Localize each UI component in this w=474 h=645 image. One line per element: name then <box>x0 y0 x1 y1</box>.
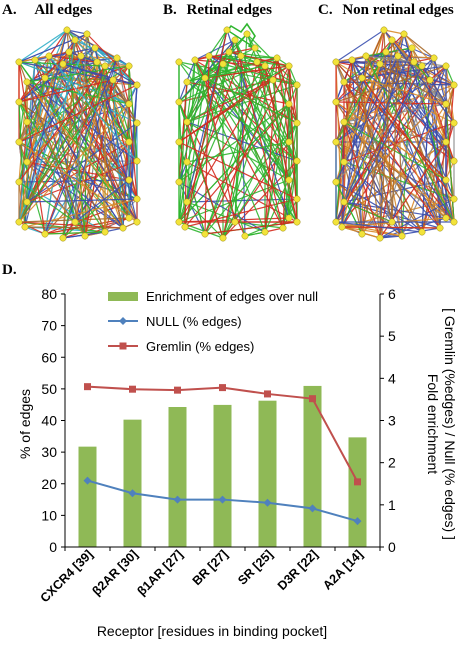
y-tick-label-1: 10 <box>41 507 57 523</box>
null-point-1 <box>128 489 137 498</box>
panel-c-label: C. Non retinal edges <box>318 2 454 19</box>
y-tick-label-5: 50 <box>41 381 57 397</box>
y-tick-label-0: 0 <box>49 539 57 555</box>
enrichment-chart: 0 10 20 30 40 50 60 70 80 0 1 2 3 4 5 6 CXCR4 [39]β2AR [… <box>17 286 458 639</box>
legend-swatch-null-marker <box>119 317 127 325</box>
network-non-retinal-edges-image <box>332 26 458 242</box>
y-tick-label-2: 20 <box>41 476 57 492</box>
x-tick-label-6: A2A [14] <box>320 547 365 592</box>
network-edges <box>18 29 138 239</box>
x-tick-label-2: β1AR [27] <box>134 547 185 598</box>
bar-6 <box>348 437 367 547</box>
y2-axis-label-line2: [ Gremlin (%edges) / Null (% edges) ] <box>442 308 458 540</box>
network-retinal-edges-image <box>175 22 301 242</box>
panel-a-label: A. All edges <box>2 2 92 19</box>
y2-tick-label-6: 6 <box>388 286 396 302</box>
y2-tick-label-1: 1 <box>388 497 396 513</box>
legend-label-bar: Enrichment of edges over null <box>146 289 318 304</box>
y2-tick-label-4: 4 <box>388 370 396 386</box>
gremlin-point-5 <box>309 395 316 403</box>
panel-c-letter: C. <box>318 2 333 18</box>
null-point-4 <box>263 498 272 507</box>
panel-a-letter: A. <box>2 2 17 18</box>
y2-tick-label-2: 2 <box>388 455 396 471</box>
network-nodes <box>15 26 141 242</box>
null-point-0 <box>83 476 92 485</box>
y2-axis-label-line1: Fold enrichment <box>425 374 441 474</box>
gremlin-point-4 <box>264 390 271 398</box>
bar-4 <box>258 400 277 547</box>
y-tick-label-6: 60 <box>41 349 57 365</box>
y-tick-label-3: 30 <box>41 444 57 460</box>
y-tick-label-8: 80 <box>41 286 57 302</box>
legend-swatch-bar <box>108 292 138 301</box>
bar-2 <box>168 407 187 547</box>
y-tick-label-4: 40 <box>41 413 57 429</box>
x-tick-label-3: BR [27] <box>190 547 231 588</box>
panel-b-label: B. Retinal edges <box>163 2 272 19</box>
y2-tick-label-5: 5 <box>388 328 396 344</box>
network-nodes <box>332 26 458 242</box>
chart-legend: Enrichment of edges over null NULL (% edg… <box>108 289 318 354</box>
gremlin-point-6 <box>354 478 361 486</box>
bar-3 <box>213 404 232 547</box>
legend-label-null: NULL (% edges) <box>146 314 242 329</box>
null-point-3 <box>218 495 227 504</box>
null-point-6 <box>353 517 362 526</box>
panel-c-title: Non retinal edges <box>342 2 454 18</box>
gremlin-point-3 <box>219 384 226 392</box>
x-axis-label: Receptor [residues in binding pocket] <box>97 623 327 639</box>
panel-b-title: Retinal edges <box>186 2 272 18</box>
y2-tick-label-3: 3 <box>388 413 396 429</box>
panel-a-title: All edges <box>34 2 93 18</box>
null-point-5 <box>308 504 317 513</box>
panel-d-label: D. <box>2 262 17 279</box>
gremlin-point-0 <box>84 383 91 391</box>
bar-0 <box>78 446 97 547</box>
x-tick-label-0: CXCR4 [39] <box>38 547 96 605</box>
bar-series <box>78 385 367 547</box>
legend-label-gremlin: Gremlin (% edges) <box>146 339 254 354</box>
panel-b-letter: B. <box>163 2 177 18</box>
network-nodes <box>175 26 301 242</box>
gremlin-point-2 <box>174 386 181 394</box>
gremlin-point-1 <box>129 385 136 393</box>
x-tick-label-4: SR [25] <box>235 547 275 587</box>
y-axis-label: % of edges <box>17 389 33 459</box>
network-all-edges-image <box>15 26 141 242</box>
x-tick-label-5: D3R [22] <box>275 547 321 593</box>
bar-1 <box>123 419 142 547</box>
x-tick-label-1: β2AR [30] <box>89 547 140 598</box>
network-edges <box>335 29 455 239</box>
bar-5 <box>303 385 322 547</box>
y2-tick-label-0: 0 <box>388 539 396 555</box>
panel-d-letter: D. <box>2 262 17 278</box>
line-series <box>83 383 362 526</box>
y-tick-label-7: 70 <box>41 318 57 334</box>
legend-swatch-gremlin-marker <box>119 342 127 350</box>
null-point-2 <box>173 495 182 504</box>
